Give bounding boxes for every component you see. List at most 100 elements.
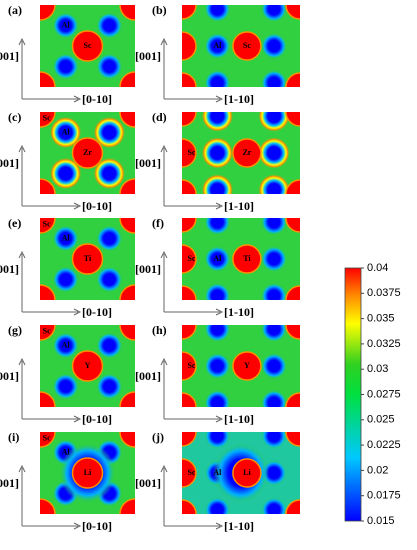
red-site [119, 325, 135, 341]
atom-label: Al [213, 41, 222, 50]
blue-site [52, 53, 79, 80]
red-site [40, 112, 56, 128]
y-axis-label: [001] [135, 156, 161, 170]
blue-site [261, 246, 288, 272]
red-site [119, 432, 135, 448]
atom-label: Sc [187, 468, 195, 477]
x-axis-label: [1-10] [224, 412, 254, 426]
red-site [285, 112, 300, 127]
atom-label: Ti [243, 254, 251, 263]
density-map [40, 325, 135, 407]
red-site [40, 5, 56, 21]
y-axis-label: [001] [0, 476, 19, 490]
y-axis-label: [001] [0, 369, 19, 383]
arrow-head [215, 202, 224, 210]
red-site [71, 243, 104, 275]
atom-label: Y [85, 361, 91, 370]
colorbar-tick-label: 0.0325 [367, 338, 401, 350]
blue-site [52, 266, 79, 293]
density-map [40, 432, 135, 514]
atom-label: Y [244, 361, 250, 370]
red-site [71, 137, 104, 169]
red-site [232, 244, 262, 274]
red-site [285, 325, 300, 340]
atom-label: Zr [83, 148, 92, 157]
blue-site [261, 282, 288, 300]
red-site [119, 391, 135, 407]
blue-site [204, 432, 231, 450]
x-axis-label: [1-10] [224, 92, 254, 106]
red-site [119, 284, 135, 300]
red-site [182, 499, 197, 514]
red-site [40, 498, 56, 514]
red-site [285, 218, 300, 233]
panel-label: (h) [152, 323, 167, 337]
x-axis-label: [1-10] [224, 519, 254, 533]
arrow-head [18, 357, 26, 366]
density-map [40, 112, 135, 194]
blue-site [261, 33, 288, 59]
panel-label: (e) [8, 216, 21, 230]
atom-label: Al [62, 20, 71, 29]
atom-label: Zr [242, 148, 251, 157]
red-site [285, 72, 300, 87]
blue-site [93, 116, 126, 149]
red-site [40, 325, 56, 341]
red-site [285, 5, 300, 20]
blue-site [204, 33, 231, 59]
red-site [182, 351, 197, 381]
blue-site [261, 496, 288, 514]
arrow-head [73, 202, 82, 210]
density-map [182, 325, 300, 407]
colorbar-tick-label: 0.015 [367, 515, 395, 527]
arrow-head [18, 464, 26, 473]
atom-label: Sc [43, 433, 51, 442]
red-site [182, 432, 197, 447]
blue-site [204, 218, 231, 236]
panel-label: (f) [152, 216, 164, 230]
red-site [182, 325, 197, 340]
colorbar-tick-label: 0.0225 [367, 439, 401, 451]
y-axis-label: [001] [0, 49, 19, 63]
x-axis-label: [1-10] [224, 199, 254, 213]
blue-site [204, 246, 231, 272]
blue-site [49, 157, 82, 190]
blue-site [204, 353, 231, 379]
blue-site [204, 69, 231, 87]
red-site [119, 178, 135, 194]
blue-site [96, 373, 123, 400]
colorbar-tick-label: 0.025 [367, 414, 395, 426]
panel-label: (g) [8, 323, 22, 337]
red-site [285, 432, 300, 447]
panel-label: (b) [152, 3, 167, 17]
arrow-head [73, 308, 82, 316]
blue-site [258, 137, 291, 169]
atom-label: Sc [43, 219, 51, 228]
arrow-head [18, 250, 26, 259]
red-site [285, 285, 300, 300]
atom-label: Sc [187, 254, 195, 263]
blue-site [261, 325, 288, 343]
atom-label: Al [62, 447, 71, 456]
blue-site [96, 12, 123, 39]
blue-site [52, 225, 79, 252]
arrow-head [18, 144, 26, 153]
arrow-head [160, 250, 168, 259]
density-map [182, 218, 300, 300]
red-site [40, 284, 56, 300]
blue-site [261, 5, 288, 23]
red-site [119, 112, 135, 128]
atom-label: Al [62, 233, 71, 242]
atom-label: Sc [43, 113, 51, 122]
panel-label: (d) [152, 110, 167, 124]
atom-label: Li [243, 468, 251, 477]
red-site [285, 179, 300, 194]
colorbar [344, 267, 362, 522]
density-map [40, 5, 135, 87]
panel-label: (a) [8, 3, 22, 17]
red-site [182, 458, 197, 488]
red-site [119, 218, 135, 234]
red-site [40, 391, 56, 407]
density-map [40, 218, 135, 300]
red-site [285, 499, 300, 514]
